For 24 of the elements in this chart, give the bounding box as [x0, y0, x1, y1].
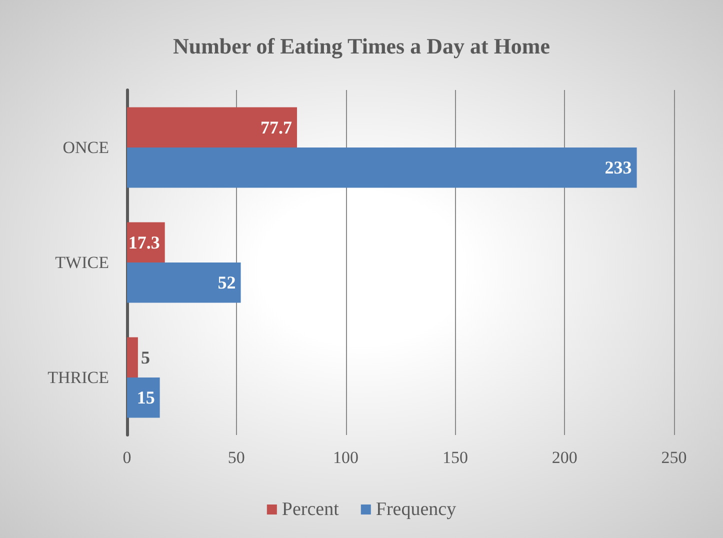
data-label: 5 — [140, 347, 150, 368]
x-tick-label: 150 — [442, 448, 468, 467]
bar — [127, 337, 138, 378]
x-tick-label: 50 — [228, 448, 245, 467]
bar — [127, 107, 298, 148]
data-label: 233 — [604, 158, 632, 178]
chart-title: Number of Eating Times a Day at Home — [172, 34, 550, 58]
y-tick-label: ONCE — [62, 138, 109, 157]
x-tick-label: 250 — [661, 448, 687, 467]
data-label: 77.7 — [260, 117, 292, 138]
legend-label: Frequency — [376, 499, 457, 520]
x-tick-label: 200 — [552, 448, 578, 467]
bar — [127, 378, 160, 418]
data-label: 52 — [218, 272, 236, 293]
data-label: 15 — [136, 388, 155, 408]
data-label: 17.3 — [128, 232, 160, 252]
x-tick-label: 100 — [333, 448, 359, 467]
x-tick-label: 0 — [122, 448, 132, 467]
legend-label: Percent — [282, 499, 340, 520]
y-tick-label: TWICE — [55, 253, 109, 272]
bar — [127, 262, 241, 303]
bar — [127, 222, 165, 262]
y-tick-label: THRICE — [48, 368, 109, 387]
bar — [127, 148, 637, 188]
